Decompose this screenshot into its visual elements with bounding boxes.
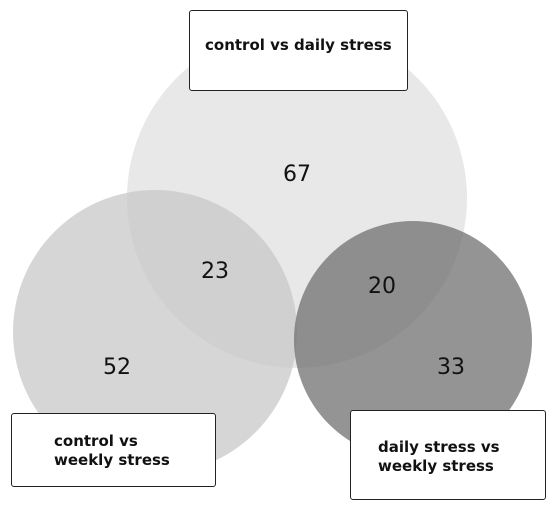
label-line-1: daily stress vs — [378, 438, 500, 456]
label-line-1: control vs — [54, 432, 138, 450]
label-text: control vs daily stress — [205, 36, 392, 54]
label-line-2: weekly stress — [378, 457, 494, 475]
circle-daily-stress-vs-weekly-stress — [294, 221, 532, 459]
label-daily-stress-vs-weekly-stress: daily stress vs weekly stress — [350, 410, 546, 500]
label-control-vs-weekly-stress: control vs weekly stress — [11, 413, 216, 487]
count-overlap-daily-weekly: 23 — [201, 259, 229, 284]
count-daily-weekly-only: 33 — [437, 355, 465, 380]
count-overlap-daily-stress: 20 — [368, 274, 396, 299]
label-line-2: weekly stress — [54, 451, 170, 469]
circle-control-vs-weekly-stress — [13, 190, 297, 474]
count-control-weekly-only: 52 — [103, 355, 131, 380]
count-daily-only: 67 — [283, 162, 311, 187]
label-control-vs-daily-stress: control vs daily stress — [189, 10, 408, 91]
